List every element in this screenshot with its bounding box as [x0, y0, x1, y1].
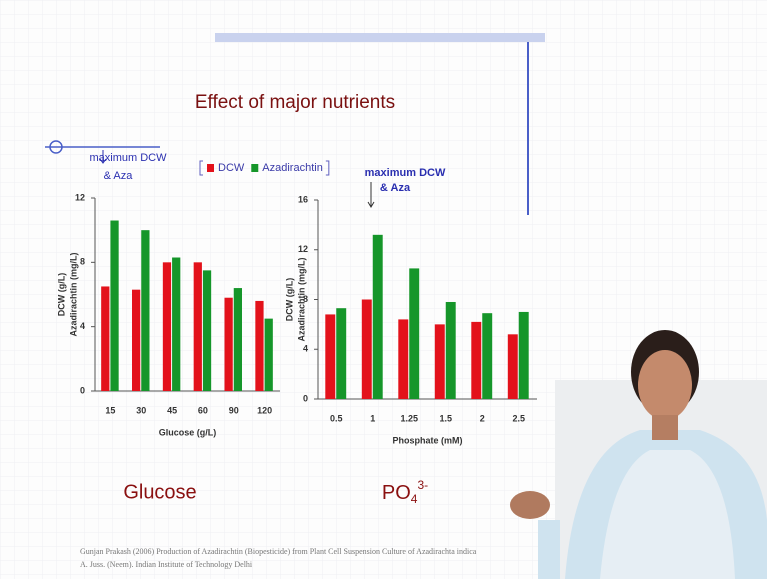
bar	[482, 313, 492, 399]
y-axis-label: DCW (g/L)	[284, 278, 294, 321]
y-tick-label: 0	[80, 385, 85, 395]
caption-sup: 3-	[417, 478, 428, 492]
x-tick-label: 15	[105, 405, 115, 415]
y-tick-label: 0	[303, 393, 308, 403]
x-tick-label: 1.25	[400, 413, 418, 423]
legend-label: Azadirachtin	[262, 162, 323, 174]
caption-sub: 4	[411, 492, 418, 506]
bar	[435, 324, 445, 399]
x-tick-label: 1	[370, 413, 375, 423]
bar	[336, 308, 346, 399]
bar	[110, 221, 118, 391]
x-axis-label: Phosphate (mM)	[392, 435, 462, 445]
y-tick-label: 8	[80, 257, 85, 267]
x-tick-label: 1.5	[439, 413, 452, 423]
bar	[508, 334, 518, 399]
y-axis-label: Azadirachtin (mg/L)	[68, 252, 78, 336]
citation: Gunjan Prakash (2006) Production of Azad…	[80, 547, 477, 556]
y-tick-label: 16	[298, 194, 308, 204]
top-bar	[215, 33, 545, 42]
y-tick-label: 4	[80, 321, 85, 331]
bar	[194, 262, 202, 391]
bar	[255, 301, 263, 391]
annotation: maximum DCW	[365, 167, 446, 179]
bar	[225, 298, 233, 391]
annotation: & Aza	[104, 170, 134, 182]
caption-base: PO	[382, 482, 411, 504]
y-axis-label: DCW (g/L)	[56, 273, 66, 316]
x-tick-label: 60	[198, 405, 208, 415]
y-axis-label: Azadirachtin (mg/L)	[296, 257, 306, 341]
bar	[446, 302, 456, 399]
bar	[203, 270, 211, 391]
y-tick-label: 12	[298, 244, 308, 254]
x-tick-label: 120	[257, 405, 272, 415]
slide: Effect of major nutrients 04812153045609…	[0, 0, 767, 579]
x-tick-label: 30	[136, 405, 146, 415]
bar	[101, 286, 109, 391]
bar	[325, 314, 335, 399]
bar	[172, 258, 180, 391]
bar	[265, 319, 273, 391]
legend-swatch	[251, 164, 258, 172]
x-tick-label: 45	[167, 405, 177, 415]
x-tick-label: 0.5	[330, 413, 343, 423]
bar	[362, 300, 372, 400]
bar	[234, 288, 242, 391]
annotation: maximum DCW	[90, 152, 168, 164]
bar	[132, 290, 140, 391]
annotation: & Aza	[380, 182, 411, 194]
bar	[373, 235, 383, 399]
bar	[141, 230, 149, 391]
bar	[398, 319, 408, 399]
legend-swatch	[207, 164, 214, 172]
bar	[409, 268, 419, 399]
x-axis-label: Glucose (g/L)	[159, 427, 217, 437]
legend-label: DCW	[218, 162, 245, 174]
citation: A. Juss. (Neem). Indian Institute of Tec…	[80, 560, 253, 569]
x-tick-label: 90	[229, 405, 239, 415]
x-tick-label: 2	[480, 413, 485, 423]
bar	[519, 312, 529, 399]
caption: Glucose	[123, 481, 196, 503]
y-tick-label: 12	[75, 192, 85, 202]
x-tick-label: 2.5	[512, 413, 525, 423]
slide-title: Effect of major nutrients	[195, 92, 395, 113]
bar	[163, 262, 171, 391]
y-tick-label: 4	[303, 344, 308, 354]
bar	[471, 322, 481, 399]
